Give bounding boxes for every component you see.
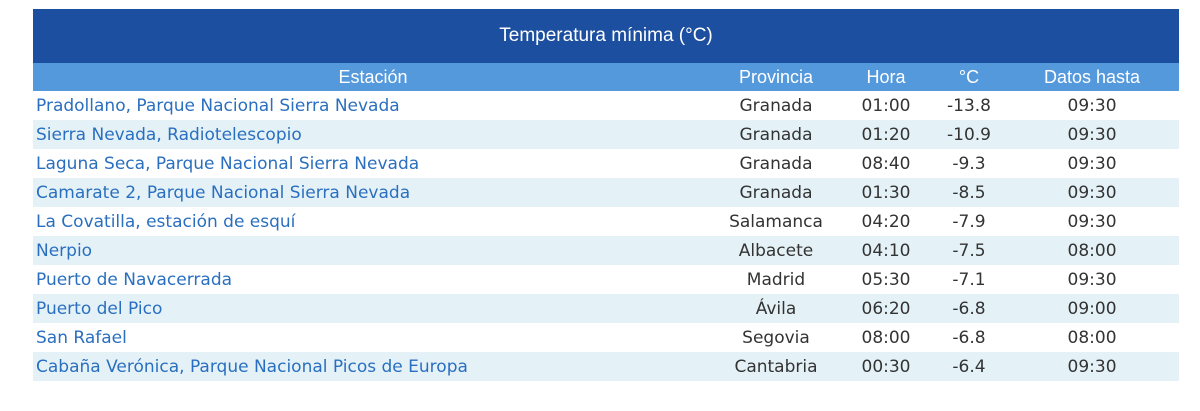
- province-cell: Granada: [713, 120, 839, 149]
- data-until-cell: 09:30: [1005, 207, 1180, 236]
- hour-cell: 04:20: [839, 207, 933, 236]
- table-row: Pradollano, Parque Nacional Sierra Nevad…: [33, 91, 1180, 120]
- data-until-cell: 09:30: [1005, 352, 1180, 381]
- province-cell: Ávila: [713, 294, 839, 323]
- data-until-cell: 09:30: [1005, 265, 1180, 294]
- hour-cell: 06:20: [839, 294, 933, 323]
- hour-cell: 08:40: [839, 149, 933, 178]
- column-header-hour[interactable]: Hora: [839, 63, 933, 91]
- table-row: San Rafael Segovia 08:00 -6.8 08:00: [33, 323, 1180, 352]
- data-until-cell: 09:30: [1005, 149, 1180, 178]
- column-header-province[interactable]: Provincia: [713, 63, 839, 91]
- data-until-cell: 08:00: [1005, 323, 1180, 352]
- province-cell: Madrid: [713, 265, 839, 294]
- column-header-data-until[interactable]: Datos hasta: [1005, 63, 1180, 91]
- hour-cell: 01:20: [839, 120, 933, 149]
- table-row: Laguna Seca, Parque Nacional Sierra Neva…: [33, 149, 1180, 178]
- hour-cell: 01:30: [839, 178, 933, 207]
- temperature-cell: -9.3: [933, 149, 1005, 178]
- min-temperature-table: Temperatura mínima (°C) Estación Provinc…: [33, 9, 1180, 381]
- table-row: Nerpio Albacete 04:10 -7.5 08:00: [33, 236, 1180, 265]
- temperature-cell: -6.8: [933, 294, 1005, 323]
- province-cell: Granada: [713, 149, 839, 178]
- province-cell: Albacete: [713, 236, 839, 265]
- hour-cell: 00:30: [839, 352, 933, 381]
- station-link[interactable]: Puerto del Pico: [33, 294, 713, 323]
- hour-cell: 04:10: [839, 236, 933, 265]
- station-link[interactable]: Sierra Nevada, Radiotelescopio: [33, 120, 713, 149]
- station-link[interactable]: Camarate 2, Parque Nacional Sierra Nevad…: [33, 178, 713, 207]
- station-link[interactable]: Pradollano, Parque Nacional Sierra Nevad…: [33, 91, 713, 120]
- temperature-cell: -6.4: [933, 352, 1005, 381]
- province-cell: Granada: [713, 91, 839, 120]
- table-row: Camarate 2, Parque Nacional Sierra Nevad…: [33, 178, 1180, 207]
- data-until-cell: 09:00: [1005, 294, 1180, 323]
- column-header-station[interactable]: Estación: [33, 63, 713, 91]
- data-until-cell: 09:30: [1005, 91, 1180, 120]
- hour-cell: 01:00: [839, 91, 933, 120]
- hour-cell: 05:30: [839, 265, 933, 294]
- station-link[interactable]: San Rafael: [33, 323, 713, 352]
- table-title-row: Temperatura mínima (°C): [33, 9, 1180, 63]
- column-header-celsius[interactable]: °C: [933, 63, 1005, 91]
- temperature-cell: -6.8: [933, 323, 1005, 352]
- table-row: Puerto del Pico Ávila 06:20 -6.8 09:00: [33, 294, 1180, 323]
- temperature-cell: -13.8: [933, 91, 1005, 120]
- table-row: La Covatilla, estación de esquí Salamanca…: [33, 207, 1180, 236]
- station-link[interactable]: La Covatilla, estación de esquí: [33, 207, 713, 236]
- province-cell: Cantabria: [713, 352, 839, 381]
- table-row: Puerto de Navacerrada Madrid 05:30 -7.1 09:3…: [33, 265, 1180, 294]
- province-cell: Segovia: [713, 323, 839, 352]
- temperature-cell: -7.9: [933, 207, 1005, 236]
- table-row: Cabaña Verónica, Parque Nacional Picos d…: [33, 352, 1180, 381]
- hour-cell: 08:00: [839, 323, 933, 352]
- temperature-cell: -7.5: [933, 236, 1005, 265]
- temperature-cell: -10.9: [933, 120, 1005, 149]
- min-temperature-panel: Temperatura mínima (°C) Estación Provinc…: [33, 9, 1180, 381]
- table-body: Pradollano, Parque Nacional Sierra Nevad…: [33, 91, 1180, 381]
- station-link[interactable]: Puerto de Navacerrada: [33, 265, 713, 294]
- table-title: Temperatura mínima (°C): [33, 9, 1180, 63]
- temperature-cell: -8.5: [933, 178, 1005, 207]
- data-until-cell: 08:00: [1005, 236, 1180, 265]
- station-link[interactable]: Nerpio: [33, 236, 713, 265]
- temperature-cell: -7.1: [933, 265, 1005, 294]
- data-until-cell: 09:30: [1005, 120, 1180, 149]
- table-row: Sierra Nevada, Radiotelescopio Granada 01:…: [33, 120, 1180, 149]
- station-link[interactable]: Laguna Seca, Parque Nacional Sierra Neva…: [33, 149, 713, 178]
- province-cell: Salamanca: [713, 207, 839, 236]
- data-until-cell: 09:30: [1005, 178, 1180, 207]
- station-link[interactable]: Cabaña Verónica, Parque Nacional Picos d…: [33, 352, 713, 381]
- table-header-row: Estación Provincia Hora °C Datos hasta: [33, 63, 1180, 91]
- province-cell: Granada: [713, 178, 839, 207]
